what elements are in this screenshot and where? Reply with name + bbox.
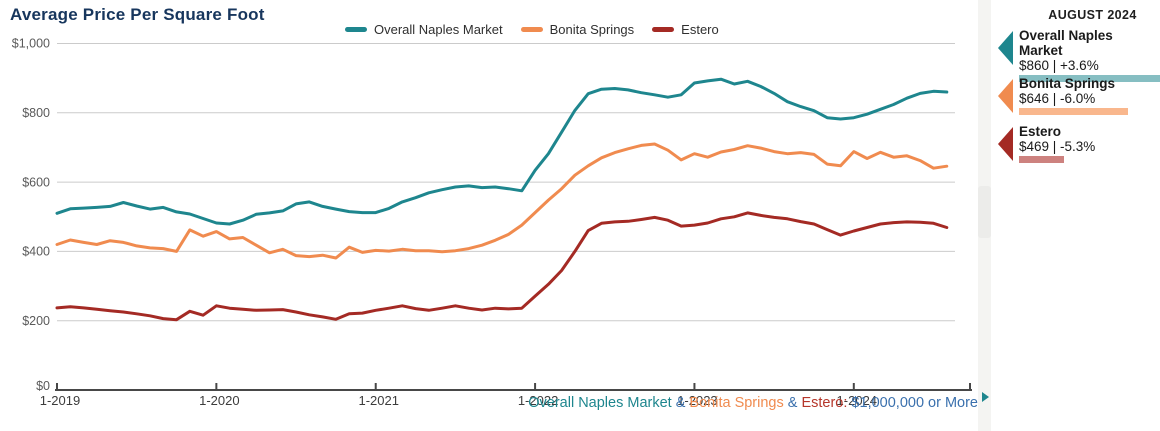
- stat-bar: [1019, 75, 1160, 82]
- stat-value: $469 | -5.3%: [1019, 139, 1096, 154]
- left-arrow-icon: [998, 79, 1013, 113]
- sidebar-month-label: AUGUST 2024: [1048, 8, 1137, 22]
- stat-block: Estero $469 | -5.3%: [998, 124, 1160, 170]
- chart-region: Average Price Per Square Foot Overall Na…: [10, 5, 978, 427]
- svg-text:$200: $200: [22, 314, 50, 328]
- svg-text:1-2021: 1-2021: [358, 393, 398, 408]
- chart-legend: Overall Naples Market Bonita Springs Est…: [345, 22, 719, 37]
- bonita-springs-line-swatch: [520, 27, 543, 32]
- footnote-segment: $1,000,000 or More: [847, 395, 978, 411]
- svg-text:$800: $800: [22, 106, 50, 120]
- footnote-segment: Bonita Springs: [689, 395, 784, 411]
- legend-label: Bonita Springs: [549, 22, 635, 37]
- left-arrow-icon: [998, 31, 1013, 65]
- stat-bar: [1019, 156, 1065, 163]
- estero-line-swatch: [652, 27, 675, 32]
- svg-text:$1,000: $1,000: [12, 37, 50, 51]
- stat-bar: [1019, 108, 1128, 115]
- legend-label: Overall Naples Market: [374, 22, 503, 37]
- stat-value: $860 | +3.6%: [1019, 58, 1099, 73]
- legend-label: Estero: [681, 22, 719, 37]
- stat-value: $646 | -6.0%: [1019, 91, 1096, 106]
- svg-text:$600: $600: [22, 175, 50, 189]
- stat-title: Overall Naples Market: [1019, 28, 1113, 58]
- footnote-segment: Estero:: [801, 395, 848, 411]
- svg-text:$400: $400: [22, 245, 50, 259]
- footnote-segment: Overall Naples Market: [528, 395, 672, 411]
- svg-text:1-2023: 1-2023: [677, 393, 717, 408]
- footnote-segment: &: [783, 395, 802, 411]
- svg-text:$0: $0: [36, 379, 50, 393]
- svg-text:1-2020: 1-2020: [199, 393, 239, 408]
- overall-naples-market-line-swatch: [345, 27, 367, 32]
- legend-item-overall-naples-market[interactable]: Overall Naples Market: [345, 22, 503, 37]
- chart-title: Average Price Per Square Foot: [10, 5, 265, 24]
- svg-text:1-2022: 1-2022: [518, 393, 558, 408]
- stat-title: Estero: [1019, 124, 1062, 139]
- stat-title: Bonita Springs: [1019, 76, 1116, 91]
- stats-sidebar: AUGUST 2024 Overall Naples Market $860 |…: [991, 0, 1160, 431]
- legend-item-bonita-springs[interactable]: Bonita Springs: [520, 22, 635, 37]
- panel-divider-handle[interactable]: [978, 186, 991, 402]
- price-chart: $0 $200 $400 $600 $800 $1,000 1-2019 1-2020 1-20…: [12, 37, 972, 408]
- stat-block: Overall Naples Market $860 | +3.6%: [998, 28, 1160, 82]
- stat-block: Bonita Springs $646 | -6.0%: [998, 76, 1160, 122]
- expand-panel-icon[interactable]: [982, 392, 989, 402]
- svg-text:1-2019: 1-2019: [40, 393, 80, 408]
- chart-footnote: Overall Naples Market & Bonita Springs &…: [504, 379, 978, 427]
- left-arrow-icon: [998, 127, 1013, 161]
- svg-text:1-2024: 1-2024: [837, 393, 877, 408]
- footnote-segment: &: [671, 395, 690, 411]
- panel-divider: [978, 0, 991, 431]
- legend-item-estero[interactable]: Estero: [652, 22, 719, 37]
